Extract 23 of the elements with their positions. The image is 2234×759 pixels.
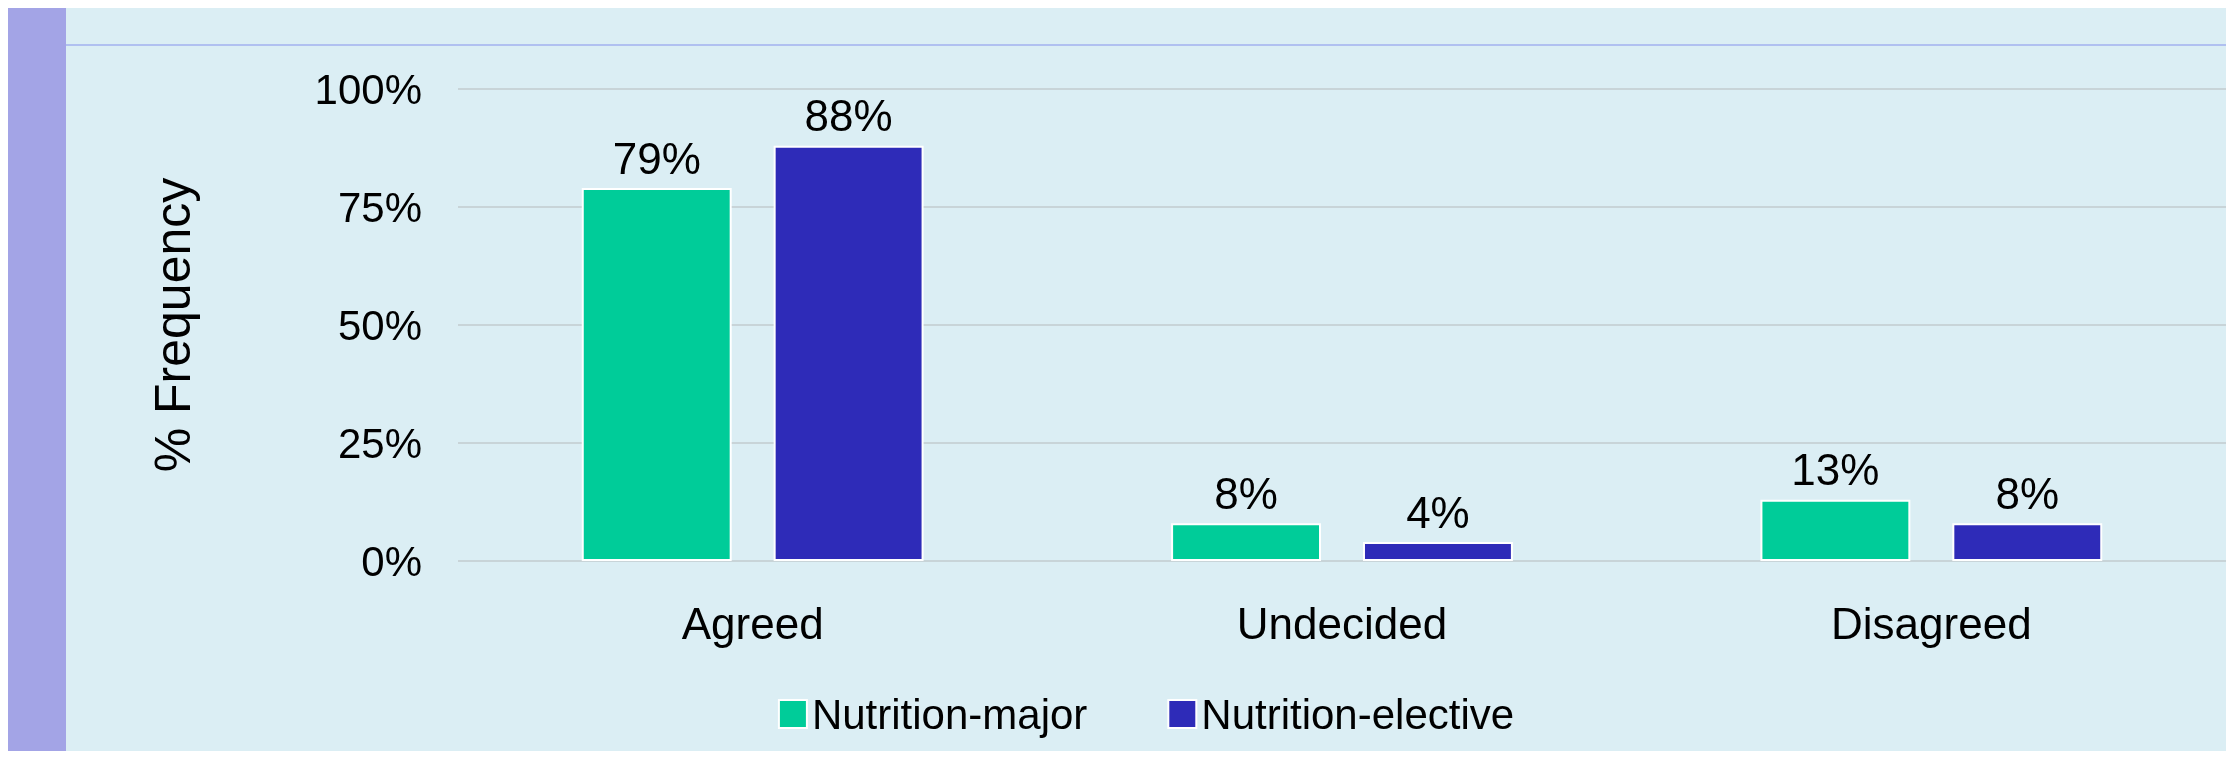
text: 88% — [804, 91, 893, 141]
bar — [773, 145, 924, 561]
y-tick-label: 100% — [314, 65, 422, 113]
legend-label: Nutrition-major — [811, 690, 1088, 738]
y-tick-label: 75% — [337, 183, 422, 231]
text: 79% — [612, 133, 701, 183]
y-axis-title: % Frequency — [145, 177, 201, 473]
legend-label: Nutrition-elective — [1201, 690, 1515, 738]
x-tick-label: Disagreed — [1831, 598, 2032, 648]
text: 8% — [1995, 468, 2060, 518]
text: 13% — [1791, 445, 1880, 495]
text: 8% — [1214, 468, 1278, 518]
y-tick-label: 0% — [361, 537, 422, 585]
x-tick-label: Undecided — [1236, 598, 1448, 648]
y-tick-label: 50% — [337, 301, 422, 349]
x-tick-label: Agreed — [681, 598, 824, 648]
bar — [1952, 523, 2103, 561]
bar — [1362, 542, 1513, 561]
text: 4% — [1406, 487, 1470, 537]
bar — [581, 188, 732, 561]
bar — [1760, 499, 1911, 561]
bar — [1171, 523, 1322, 561]
y-tick-label: 25% — [337, 419, 422, 467]
